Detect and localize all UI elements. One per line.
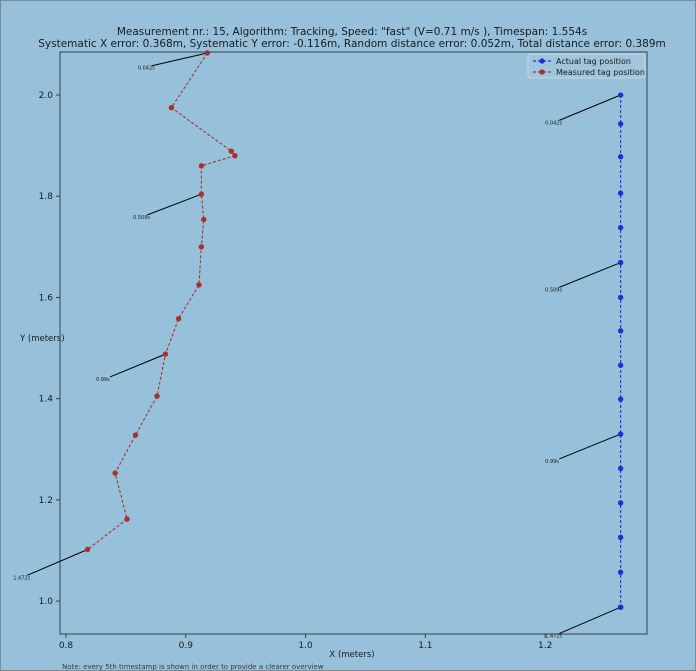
x-tick-label: 0.8 [59,641,74,651]
measured-point [112,470,118,476]
actual-point [617,500,624,506]
annotation-line [558,262,621,288]
y-tick-label: 1.6 [39,293,54,303]
annotation-label: 0.042s [545,120,562,126]
measured-point [228,148,235,154]
measured-point [132,432,139,438]
actual-point [617,259,624,266]
legend-actual-marker [539,58,545,64]
actual-point [617,328,624,334]
annotation-label: 0.509s [545,287,562,293]
annotation-label: 1.472s [545,634,562,640]
legend: Actual tag position Measured tag positio… [527,53,646,79]
x-tick-label: 1.1 [418,641,432,651]
measured-point [196,282,202,288]
annotation-line [558,606,621,635]
measured-point [168,104,175,111]
measured-point [175,316,182,322]
series-layer [84,50,624,610]
legend-box [527,53,646,79]
chart-title-line1: Measurement nr.: 15, Algorithm: Tracking… [117,26,587,38]
annotation-line [109,353,166,378]
actual-point [617,154,624,160]
actual-point [617,92,624,98]
y-tick-label: 1.2 [39,496,53,506]
chart-title-line2: Systematic X error: 0.368m, Systematic Y… [38,38,665,50]
y-axis-label: Y (meters) [19,334,65,344]
annotation-line [151,52,208,67]
footnote: Note: every 5th timestamp is shown in or… [62,663,324,671]
x-axis-ticks: 0.8 0.9 1.0 1.1 1.2 [59,634,552,651]
measured-point [124,516,130,522]
annotation-line [558,433,621,460]
annotation-label: 0.99s [545,459,559,465]
x-tick-label: 1.0 [298,641,313,651]
actual-point [617,534,624,541]
actual-point [617,569,624,575]
measured-point [198,191,205,197]
y-tick-label: 1.8 [39,192,54,202]
y-axis-ticks: 1.0 1.2 1.4 1.6 1.8 2.0 [39,91,60,607]
x-axis-label: X (meters) [329,650,374,660]
annotation-label: 0.509s [133,215,150,221]
actual-point [617,396,624,402]
annotation-label: 0.042s [138,66,155,72]
annotation-line [146,193,202,216]
measured-point [232,153,238,159]
annotation-line [558,94,621,121]
actual-point [617,224,624,231]
actual-point [617,294,624,301]
measured-point [201,216,207,223]
y-tick-label: 1.4 [39,395,54,405]
measured-point [154,393,160,399]
measured-point [84,546,91,553]
measured-point [198,244,205,250]
x-tick-label: 0.9 [179,641,194,651]
series-line-measured [87,52,236,550]
actual-point [617,604,624,610]
axes-frame [59,51,648,635]
annotation-label: 0.99s [96,377,110,383]
x-tick-label: 1.2 [538,641,552,651]
legend-actual-label: Actual tag position [556,57,631,66]
actual-point [617,121,624,127]
measured-point [204,50,211,56]
annotation-label: 1.472s [13,575,30,581]
measured-point [162,351,169,357]
actual-point [617,190,624,196]
measured-point [198,163,205,169]
annotation-line [27,549,88,576]
legend-measured-label: Measured tag position [556,68,645,77]
actual-point [617,431,624,437]
legend-measured-marker [539,69,545,75]
actual-point [617,362,624,368]
y-tick-label: 2.0 [39,91,54,101]
actual-point [617,465,624,472]
y-tick-label: 1.0 [39,597,54,607]
plot-area: 0.8 0.9 1.0 1.1 1.2 1.0 1.2 1.4 1.6 1.8 2.0 0.042… [13,50,648,651]
annotations: 0.042s 0.509s 0.99s 1.472s 0.042s 0.509s 0.99s… [13,52,621,640]
